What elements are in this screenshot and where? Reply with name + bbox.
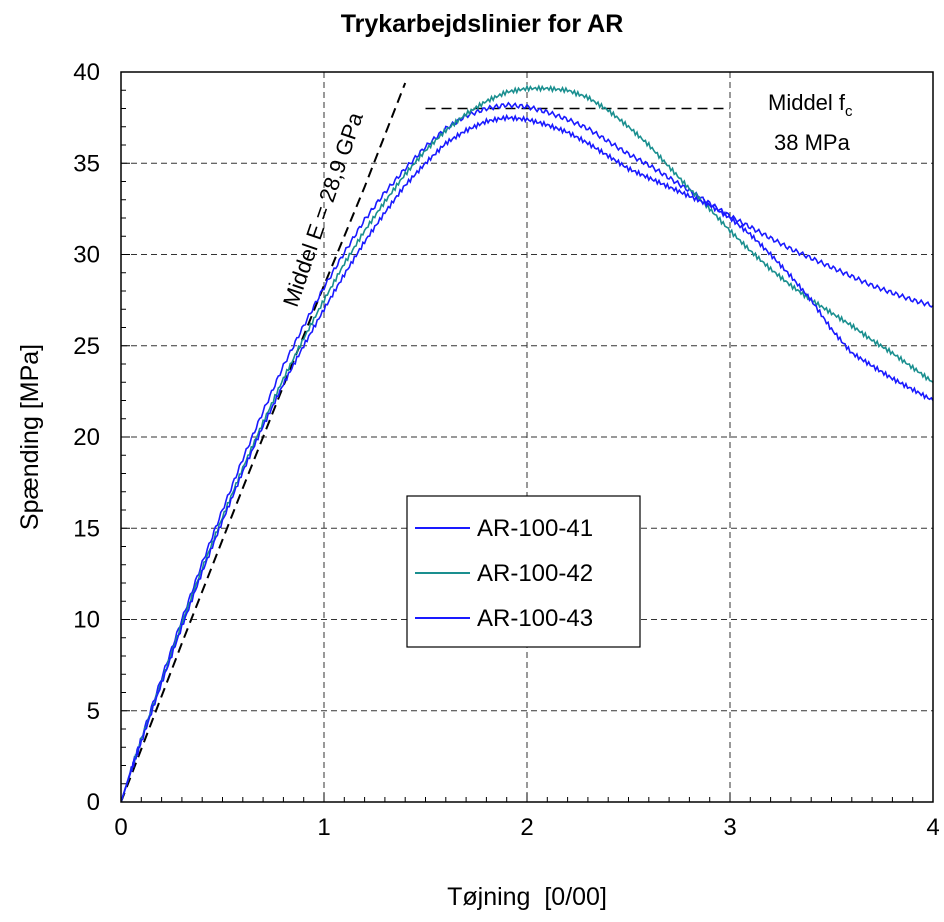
- y-tick-label: 0: [87, 789, 100, 816]
- legend-box: [406, 495, 641, 648]
- x-tick-label: 4: [926, 814, 939, 841]
- chart-title: Trykarbejdslinier for AR: [341, 10, 624, 38]
- y-tick-label: 25: [73, 333, 100, 360]
- legend-label-2: AR-100-42: [477, 560, 593, 587]
- series-line-3: [121, 113, 933, 802]
- x-tick-label: 2: [520, 814, 533, 841]
- y-tick-labels: 0 5 10 15 20 25 30 35 40: [73, 59, 100, 816]
- plot-frame: [120, 71, 934, 803]
- y-axis-label: Spænding [MPa]: [16, 344, 44, 530]
- y-tick-label: 10: [73, 607, 100, 634]
- reference-lines: [121, 82, 730, 802]
- strength-value-annotation: 38 MPa: [774, 130, 851, 155]
- x-tick-labels: 0 1 2 3 4: [114, 814, 939, 841]
- legend: AR-100-41 AR-100-42 AR-100-43: [406, 495, 641, 648]
- legend-label-3: AR-100-43: [477, 605, 593, 632]
- series-line-1: [121, 101, 933, 802]
- x-tick-label: 1: [317, 814, 330, 841]
- modulus-reference-line: [121, 82, 407, 802]
- x-tick-label: 0: [114, 814, 127, 841]
- series-group: [121, 84, 933, 802]
- y-tick-label: 5: [87, 698, 100, 725]
- x-tick-label: 3: [723, 814, 736, 841]
- y-tick-label: 40: [73, 59, 100, 86]
- legend-label-1: AR-100-41: [477, 515, 593, 542]
- y-tick-label: 35: [73, 150, 100, 177]
- series-line-2: [121, 84, 933, 802]
- strength-annotation-main: Middel f: [768, 90, 846, 115]
- y-tick-label: 20: [73, 424, 100, 451]
- x-axis-label: Tøjning [0/00]: [447, 883, 607, 911]
- strength-annotation-subscript: c: [845, 103, 853, 120]
- strength-annotation: Middel fc: [768, 90, 853, 120]
- y-tick-label: 15: [73, 515, 100, 542]
- y-tick-label: 30: [73, 242, 100, 269]
